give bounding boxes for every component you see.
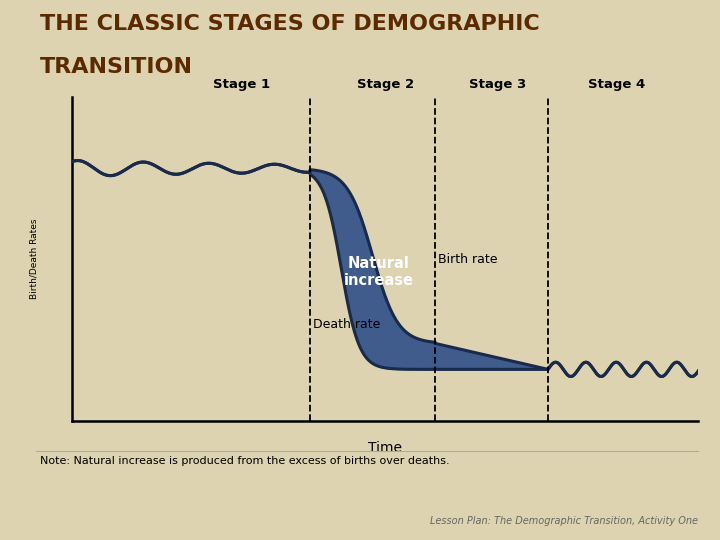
Text: Birth/Death Rates: Birth/Death Rates bbox=[30, 219, 39, 300]
Text: Time: Time bbox=[368, 441, 402, 455]
Text: THE CLASSIC STAGES OF DEMOGRAPHIC: THE CLASSIC STAGES OF DEMOGRAPHIC bbox=[40, 14, 539, 33]
Text: Stage 4: Stage 4 bbox=[588, 78, 646, 91]
Text: TRANSITION: TRANSITION bbox=[40, 57, 193, 77]
Text: Natural
increase: Natural increase bbox=[344, 256, 414, 288]
Text: Birth rate: Birth rate bbox=[438, 253, 498, 266]
Text: Note: Natural increase is produced from the excess of births over deaths.: Note: Natural increase is produced from … bbox=[40, 456, 449, 467]
Text: Stage 1: Stage 1 bbox=[212, 78, 270, 91]
Text: Lesson Plan: The Demographic Transition, Activity One: Lesson Plan: The Demographic Transition,… bbox=[431, 516, 698, 526]
Text: Death rate: Death rate bbox=[313, 318, 381, 330]
Text: Stage 2: Stage 2 bbox=[356, 78, 414, 91]
Text: Stage 3: Stage 3 bbox=[469, 78, 526, 91]
